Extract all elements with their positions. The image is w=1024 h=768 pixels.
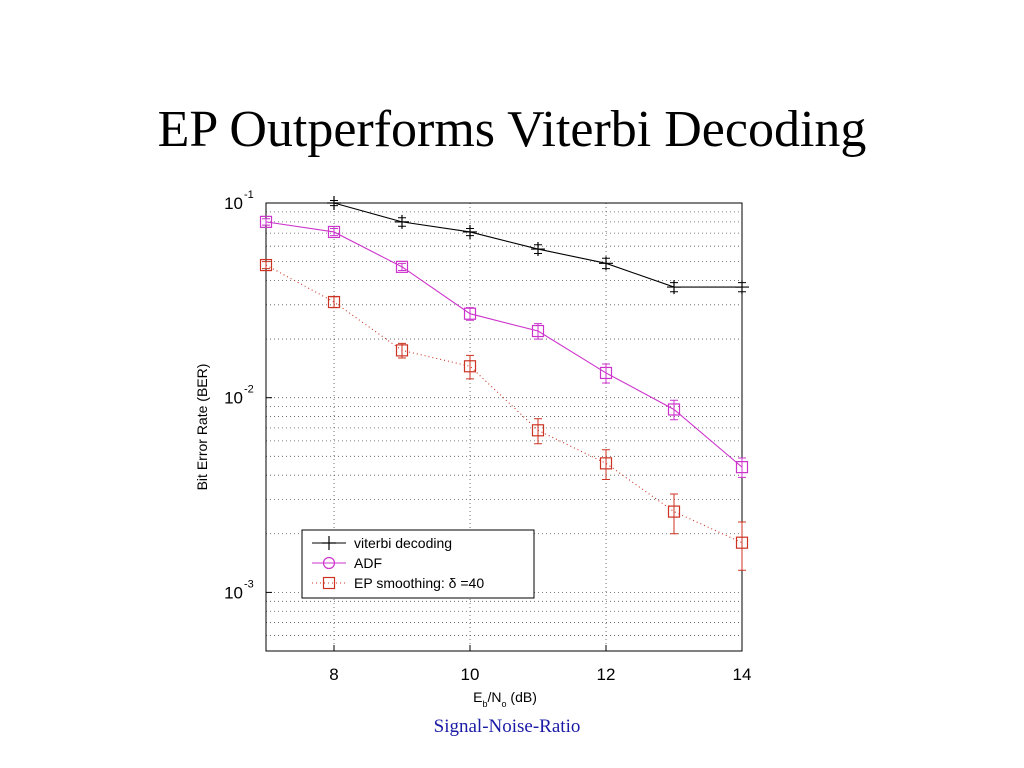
data-point-ep-smoothing <box>463 360 477 373</box>
data-point-ep-smoothing <box>735 536 749 549</box>
legend-label-adf: ADF <box>354 555 382 571</box>
data-point-viterbi-decoding <box>463 224 477 239</box>
y-tick-label: 10 <box>224 389 243 408</box>
legend-marker-adf <box>322 556 336 570</box>
legend-marker-ep-smoothing <box>322 576 336 590</box>
data-point-ep-smoothing <box>259 258 273 272</box>
series-adf <box>259 215 749 478</box>
series-group <box>259 196 749 571</box>
error-bar-ep-smoothing <box>262 261 270 270</box>
series-line-viterbi-decoding <box>266 202 742 288</box>
data-point-adf <box>735 461 749 474</box>
data-point-adf <box>667 403 681 416</box>
grid <box>266 203 743 652</box>
error-bar-adf <box>262 218 270 226</box>
y-axis-label: Bit Error Rate (BER) <box>194 364 210 491</box>
caption: Signal-Noise-Ratio <box>433 716 581 737</box>
error-bar-ep-smoothing <box>534 418 542 445</box>
legend-label-viterbi-decoding: viterbi decoding <box>354 535 452 551</box>
data-point-adf <box>259 215 273 228</box>
x-label-unit: (dB) <box>507 689 537 705</box>
y-tick-exponent: -2 <box>244 384 254 396</box>
data-point-adf <box>327 225 341 239</box>
data-point-adf <box>463 307 477 320</box>
data-point-viterbi-decoding <box>735 280 749 295</box>
y-tick-exponent: -3 <box>244 578 254 590</box>
plot-frame <box>265 202 743 652</box>
error-bar-ep-smoothing <box>602 449 610 481</box>
error-bar-adf <box>330 227 338 237</box>
data-point-ep-smoothing <box>599 457 613 470</box>
x-axis-label: Eb/No (dB) <box>473 689 537 709</box>
y-tick-label: 10 <box>224 583 243 602</box>
x-tick-label: 12 <box>597 665 616 684</box>
legend-label-ep-smoothing: EP smoothing: δ =40 <box>354 575 484 591</box>
x-label-part-n: /N <box>488 689 502 705</box>
error-bar-ep-smoothing <box>670 493 678 535</box>
data-point-ep-smoothing <box>667 505 681 518</box>
x-tick-label: 10 <box>461 665 480 684</box>
slide-title: EP Outperforms Viterbi Decoding <box>157 101 867 158</box>
x-label-sub-b: b <box>482 699 487 709</box>
x-tick-label: 14 <box>733 665 752 684</box>
x-label-part-e: E <box>473 689 482 705</box>
series-viterbi-decoding <box>266 196 749 295</box>
x-label-sub-o: o <box>502 699 507 709</box>
data-point-viterbi-decoding <box>395 214 409 229</box>
legend-marker-viterbi-decoding <box>322 536 336 550</box>
data-point-ep-smoothing <box>327 295 341 309</box>
x-tick-label: 8 <box>329 665 338 684</box>
data-point-ep-smoothing <box>531 424 545 437</box>
data-point-viterbi-decoding <box>599 256 613 271</box>
series-ep-smoothing <box>259 258 749 571</box>
error-bar-ep-smoothing <box>738 521 746 571</box>
data-point-viterbi-decoding <box>531 242 545 257</box>
y-tick-label: 10 <box>224 194 243 213</box>
data-point-adf <box>531 324 545 338</box>
data-point-viterbi-decoding <box>327 196 341 210</box>
legend-box <box>301 529 535 599</box>
data-point-adf <box>599 366 613 380</box>
y-tick-exponent: -1 <box>244 189 254 201</box>
data-point-adf <box>395 260 409 273</box>
error-bar-adf <box>398 262 406 272</box>
legend: viterbi decoding ADF EP smoothing: δ =40 <box>301 529 535 599</box>
data-point-ep-smoothing <box>395 344 409 357</box>
series-line-adf <box>265 221 743 468</box>
error-bar-ep-smoothing <box>466 354 474 380</box>
data-point-viterbi-decoding <box>667 280 681 295</box>
